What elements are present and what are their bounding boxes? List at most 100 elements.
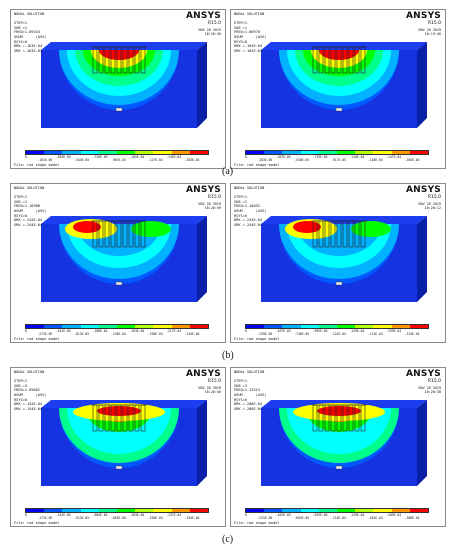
- legend-swatch: [117, 509, 136, 512]
- date-text: NOV 20 2019: [418, 386, 441, 390]
- legend-tick-label: .995E-05: [312, 329, 328, 333]
- legend-tick-label: .163E-04: [129, 329, 145, 333]
- solution-header: NODAL SOLUTION STEP=1 SUB =3 FREQ=1.12513 US…: [234, 370, 266, 411]
- timestamp: NOV 20 2019 16:20:12: [419, 202, 441, 210]
- legend-swatch: [98, 151, 118, 154]
- header-line: NODAL SOLUTION: [234, 370, 265, 374]
- legend-swatch: [153, 151, 172, 154]
- legend-swatch: [300, 325, 319, 328]
- legend-tick-label: .190E-04: [147, 332, 163, 337]
- timestamp: NOV 20 2019 16:20:38: [419, 386, 441, 394]
- legend-tick-label: .684E-05: [92, 513, 108, 517]
- legend-tick-label: .149E-04: [349, 329, 365, 333]
- legend-tick-label: .199E-04: [386, 329, 402, 333]
- header-line: SMX =.165E-04: [234, 48, 263, 53]
- legend-tick-label: .917E-05: [331, 158, 346, 163]
- legend-tick-label: .249E-05: [257, 332, 273, 337]
- header-line: SUB =1: [234, 25, 247, 30]
- legend-swatch: [153, 509, 172, 512]
- legend-tick-label: 0: [245, 155, 247, 159]
- timestamp: NOV 20 2019 16:26:30: [199, 28, 221, 36]
- header-line: FREQ=1.16908: [14, 204, 40, 209]
- legend-swatch: [355, 325, 374, 328]
- header-line: DMX =.163E-04: [14, 44, 43, 49]
- legend-tick-label: 0: [25, 329, 27, 333]
- block-top-face: [41, 216, 207, 224]
- color-legend-bar: [245, 324, 429, 329]
- legend-swatch: [318, 509, 338, 512]
- timestamp: NOV 20 2019 16:19:46: [419, 28, 441, 36]
- header-line: STEP=1: [14, 379, 27, 384]
- legend-swatch: [80, 509, 99, 512]
- legend-tick-label: .181E-05: [37, 158, 53, 163]
- legend-swatch: [282, 325, 301, 328]
- legend-tick-label: .163E-04: [184, 158, 200, 163]
- legend-tick-label: .136E-04: [111, 332, 126, 337]
- header-line: USUM (AVG): [14, 208, 47, 213]
- legend-tick-label: .367E-05: [275, 155, 291, 159]
- header-line: USUM (AVG): [234, 392, 267, 397]
- release-version: R15.0: [427, 195, 441, 200]
- header-line: USUM (AVG): [234, 208, 267, 213]
- legend-swatch: [26, 151, 45, 154]
- file-label: File: rod shape model: [234, 337, 280, 341]
- legend-swatch: [337, 325, 356, 328]
- date-text: NOV 20 2019: [198, 386, 221, 390]
- date-text: NOV 20 2019: [198, 202, 221, 206]
- file-label: File: rod shape model: [234, 521, 280, 525]
- legend-tick-label: .174E-04: [367, 332, 383, 337]
- header-line: STEP=1: [234, 21, 247, 26]
- warm-region: [351, 221, 391, 237]
- legend-swatch: [171, 509, 190, 512]
- legend-swatch: [409, 151, 429, 154]
- file-label: File: rod shape model: [14, 337, 60, 341]
- tip-marker: [335, 465, 343, 470]
- legend-tick-label: .733E-05: [312, 155, 328, 159]
- file-label: File: rod shape model: [14, 521, 60, 525]
- header-line: STEP=1: [14, 195, 27, 200]
- legend-tick-label: .271E-05: [37, 332, 53, 337]
- tip-marker: [115, 281, 123, 286]
- legend-tick-label: .513E-05: [74, 516, 90, 521]
- legend-tick-label: .462E-05: [275, 513, 291, 517]
- block-side-face: [197, 400, 207, 486]
- legend-swatch: [282, 151, 301, 154]
- solution-header: NODAL SOLUTION STEP=1 SUB =1 FREQ=1.09334 US…: [14, 12, 46, 53]
- model-render: [41, 42, 207, 128]
- legend-swatch: [44, 509, 63, 512]
- release-version: R15.0: [427, 21, 441, 26]
- block-side-face: [417, 42, 427, 128]
- legend-swatch: [264, 151, 283, 154]
- release-version: R15.0: [207, 21, 221, 26]
- file-label: File: rod shape model: [14, 163, 60, 167]
- legend-tick-label: .120E-04: [147, 516, 163, 521]
- legend-tick-label: .813E-05: [74, 332, 90, 337]
- legend-swatch: [44, 151, 63, 154]
- time-text: 16:20:38: [424, 390, 441, 395]
- model-render: [41, 400, 207, 486]
- ansys-result-panel: NODAL SOLUTION STEP=1 SUB =1 FREQ=1.09334 US…: [10, 9, 226, 169]
- legend-tick-label: .185E-04: [386, 513, 402, 517]
- legend-swatch: [373, 325, 392, 328]
- release-version: R15.0: [207, 195, 221, 200]
- legend-swatch: [62, 325, 81, 328]
- legend-swatch: [300, 151, 319, 154]
- header-line: FREQ=1.09334: [14, 30, 40, 35]
- legend-tick-label: .103E-04: [129, 513, 145, 517]
- tip-marker: [115, 107, 123, 112]
- legend-swatch: [135, 325, 154, 328]
- legend-tick-label: .139E-04: [349, 513, 365, 517]
- legend-swatch: [264, 325, 283, 328]
- ansys-result-panel: NODAL SOLUTION STEP=1 SUB =3 FREQ=1.05602 US…: [10, 367, 226, 527]
- legend-swatch: [355, 509, 374, 512]
- header-line: SMX =.244E-04: [234, 222, 263, 227]
- legend-swatch: [318, 325, 338, 328]
- legend-ticks: 0 .249E-05.497E-05.746E-05.995E-05.124E-0…: [245, 329, 429, 336]
- legend-swatch: [337, 151, 356, 154]
- legend-tick-label: .497E-05: [275, 329, 291, 333]
- color-legend-bar: [25, 508, 209, 513]
- block-top-face: [261, 42, 427, 50]
- solution-header: NODAL SOLUTION STEP=1 SUB =2 FREQ=1.16908 US…: [14, 186, 46, 227]
- model-render: [261, 216, 427, 302]
- header-line: RSYS=0: [14, 213, 27, 218]
